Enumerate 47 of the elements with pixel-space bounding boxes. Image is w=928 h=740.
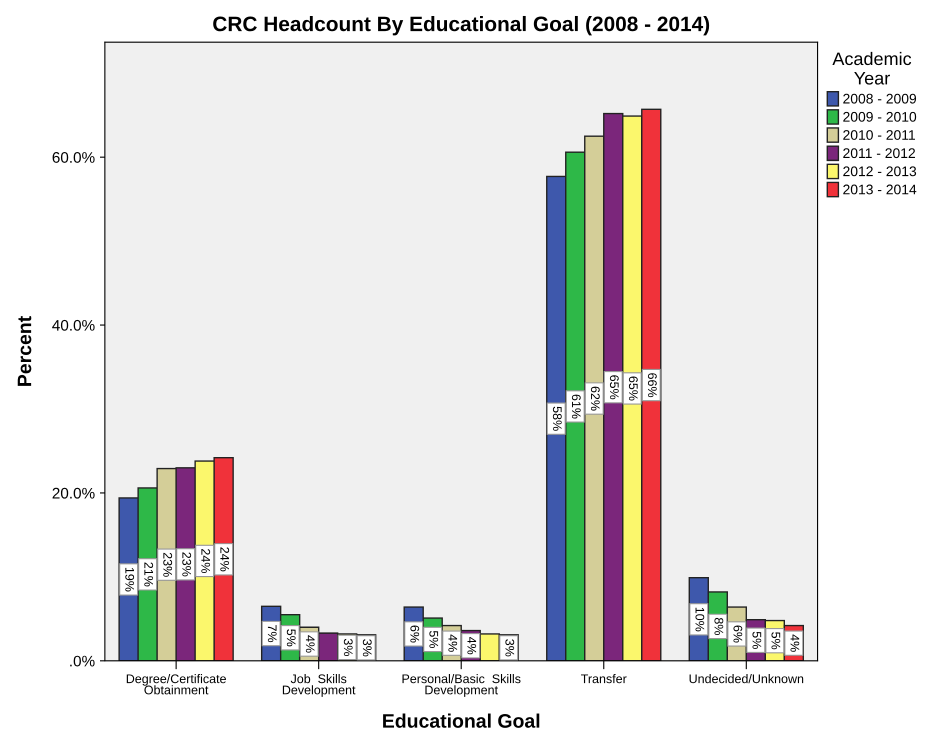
data-label: 19% [125,568,134,592]
data-label: 61% [572,394,581,419]
y-tick-label: 20.0% [52,488,95,499]
x-tick-label: Undecided/Unknown [690,674,804,684]
data-label: 5% [752,632,762,649]
data-label: 5% [286,629,296,646]
data-label: 10% [695,608,704,632]
data-label: 65% [610,375,619,400]
legend-label: 2008 - 2009 [843,94,916,104]
data-label: 4% [467,636,476,654]
data-label: 3% [505,639,514,656]
data-label: 4% [306,635,315,653]
x-tick-label: Job Skills Development [282,674,356,697]
data-label: 66% [648,373,657,398]
data-label: 6% [733,626,742,643]
x-tick-label: Transfer [581,674,627,684]
legend-label: 2009 - 2010 [843,112,916,122]
data-label: 4% [790,634,800,652]
y-tick-label: 40.0% [52,320,95,331]
data-label: 8% [714,618,724,635]
x-axis-title: Educational Goal [383,714,540,728]
data-label: 3% [362,639,372,656]
data-label: 24% [220,547,230,572]
data-label: 24% [201,549,210,573]
legend-title: Academic Year [832,52,912,85]
data-label: 65% [628,376,638,400]
x-tick-label: Degree/Certificate Obtainment [126,674,226,694]
y-axis-title: Percent [18,316,32,386]
x-tick-label: Personal/Basic Skills Development [402,674,521,697]
data-label: 3% [344,638,353,656]
chart-title: CRC Headcount By Educational Goal (2008 - 2014) [213,16,710,36]
data-label: 62% [590,386,600,411]
data-label: 23% [163,552,172,577]
y-tick-label: .0% [70,656,95,667]
data-label: 6% [410,626,420,643]
legend-label: 2011 - 2012 [843,148,915,158]
y-tick-label: 60.0% [52,152,95,163]
data-label: 58% [552,406,562,431]
data-label: 4% [448,634,458,652]
legend-label: 2012 - 2013 [843,166,916,176]
data-label: 5% [771,632,780,650]
data-label: 5% [429,630,438,648]
legend-label: 2013 - 2014 [843,184,916,194]
data-label: 21% [144,562,154,586]
data-label: 7% [268,625,277,642]
data-label: 23% [182,552,192,576]
legend-label: 2010 - 2011 [843,130,916,140]
